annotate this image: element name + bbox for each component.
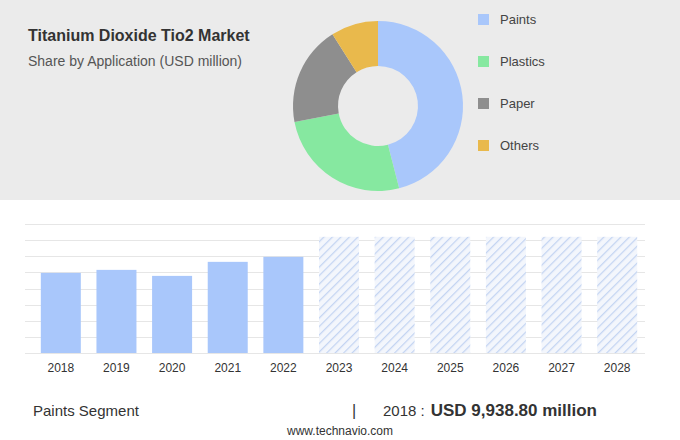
x-tick-label: 2020 xyxy=(159,361,186,375)
bar xyxy=(96,270,136,353)
x-axis: 2018 2019 2020 2021 2022 2023 2024 2025 2026 2027… xyxy=(47,361,630,375)
separator: | xyxy=(352,402,356,419)
grid xyxy=(25,225,645,354)
x-tick-label: 2026 xyxy=(493,361,520,375)
bar xyxy=(41,273,81,353)
bar xyxy=(319,237,359,353)
bar xyxy=(208,262,248,353)
bar xyxy=(375,237,415,353)
legend-swatch xyxy=(478,14,489,25)
legend-label: Others xyxy=(500,138,540,153)
legend-label: Paper xyxy=(500,96,535,111)
segment-value: 2018 : USD 9,938.80 million xyxy=(383,401,597,420)
legend-swatch xyxy=(478,98,489,109)
chart-title: Titanium Dioxide Tio2 Market xyxy=(28,27,250,44)
legend-swatch xyxy=(478,140,489,151)
background xyxy=(0,0,680,440)
x-tick-label: 2027 xyxy=(548,361,575,375)
x-tick-label: 2024 xyxy=(381,361,408,375)
grid-line xyxy=(25,224,645,225)
bar xyxy=(430,237,470,353)
legend: Paints Plastics Paper Others xyxy=(478,12,545,153)
bar xyxy=(263,257,303,353)
donut-slice xyxy=(295,113,400,191)
segment-year: 2018 : xyxy=(383,402,425,419)
source: www.technavio.com xyxy=(286,424,393,438)
x-tick-label: 2025 xyxy=(437,361,464,375)
x-tick-label: 2028 xyxy=(604,361,631,375)
bar xyxy=(486,237,526,353)
bar xyxy=(152,276,192,353)
donut xyxy=(293,21,463,191)
x-tick-label: 2022 xyxy=(270,361,297,375)
segment-amount: USD 9,938.80 million xyxy=(431,401,597,420)
bars xyxy=(41,237,637,353)
chart-canvas: Titanium Dioxide Tio2 Market Share by App… xyxy=(0,0,680,440)
x-tick-label: 2018 xyxy=(47,361,74,375)
footer: Paints Segment | 2018 : USD 9,938.80 millio… xyxy=(33,401,597,438)
bar xyxy=(542,237,582,353)
bar xyxy=(597,237,637,353)
legend-label: Plastics xyxy=(500,54,545,69)
top-panel xyxy=(0,0,680,200)
grid-line xyxy=(25,353,645,354)
donut-slice xyxy=(332,21,378,72)
x-tick-label: 2023 xyxy=(326,361,353,375)
x-tick-label: 2019 xyxy=(103,361,130,375)
segment-label: Paints Segment xyxy=(33,402,140,419)
chart-subtitle: Share by Application (USD million) xyxy=(28,53,242,69)
legend-label: Paints xyxy=(500,12,537,27)
x-tick-label: 2021 xyxy=(214,361,241,375)
legend-swatch xyxy=(478,56,489,67)
